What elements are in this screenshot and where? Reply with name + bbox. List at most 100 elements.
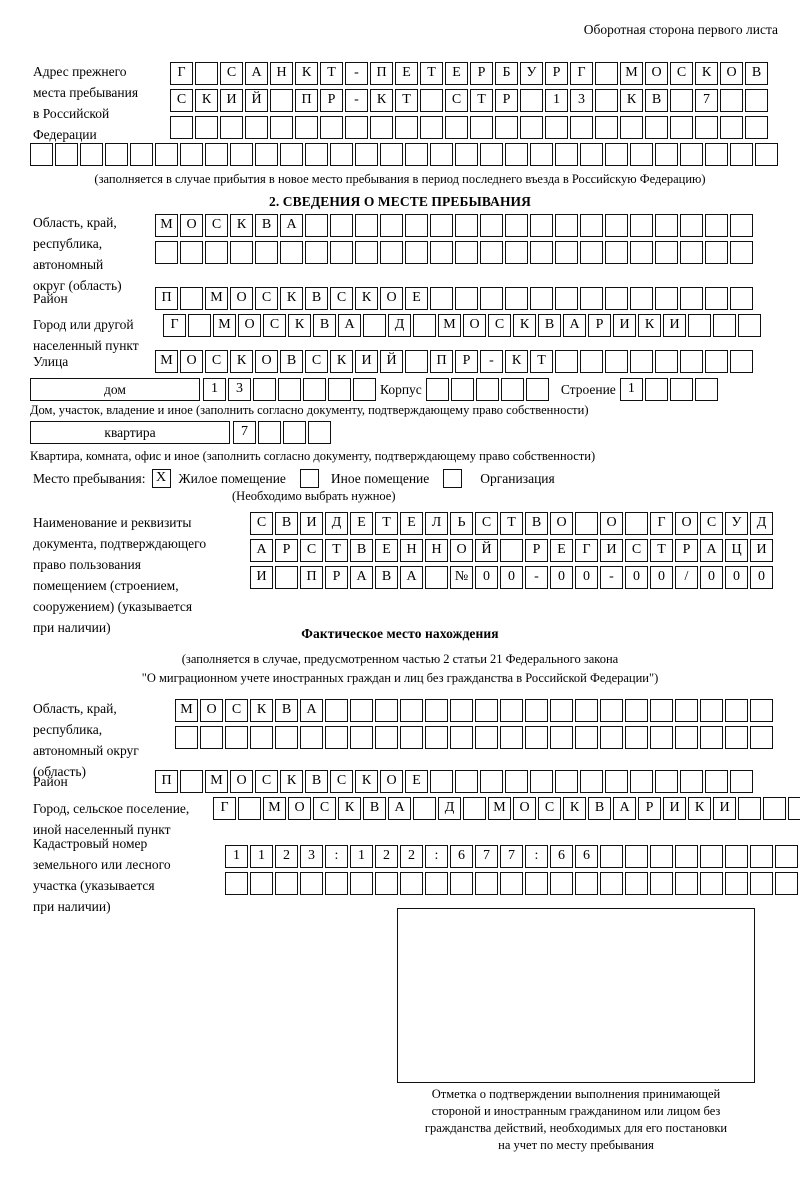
char-box[interactable]: И: [663, 314, 686, 337]
char-box[interactable]: [180, 287, 203, 310]
char-box[interactable]: [680, 214, 703, 237]
char-box[interactable]: [205, 241, 228, 264]
char-box[interactable]: Г: [170, 62, 193, 85]
char-box[interactable]: О: [675, 512, 698, 535]
char-box[interactable]: [750, 845, 773, 868]
char-box[interactable]: [280, 143, 303, 166]
char-box[interactable]: [170, 116, 193, 139]
char-box[interactable]: Е: [400, 512, 423, 535]
char-box[interactable]: К: [563, 797, 586, 820]
char-box[interactable]: И: [355, 350, 378, 373]
char-box[interactable]: К: [638, 314, 661, 337]
char-box[interactable]: [425, 566, 448, 589]
char-box[interactable]: [688, 314, 711, 337]
char-box[interactable]: [600, 699, 623, 722]
char-box[interactable]: С: [225, 699, 248, 722]
char-box[interactable]: В: [275, 699, 298, 722]
char-box[interactable]: [530, 214, 553, 237]
char-box[interactable]: [480, 287, 503, 310]
char-box[interactable]: [355, 143, 378, 166]
char-box[interactable]: Р: [320, 89, 343, 112]
char-box[interactable]: Т: [420, 62, 443, 85]
char-box[interactable]: [725, 726, 748, 749]
char-box[interactable]: П: [430, 350, 453, 373]
char-box[interactable]: [455, 241, 478, 264]
char-box[interactable]: Р: [588, 314, 611, 337]
char-box[interactable]: 1: [545, 89, 568, 112]
char-box[interactable]: [730, 350, 753, 373]
char-box[interactable]: [320, 116, 343, 139]
char-box[interactable]: М: [155, 350, 178, 373]
char-box[interactable]: [700, 726, 723, 749]
char-box[interactable]: [195, 62, 218, 85]
char-box[interactable]: :: [525, 845, 548, 868]
char-box[interactable]: [405, 350, 428, 373]
char-box[interactable]: [325, 872, 348, 895]
char-box[interactable]: 7: [475, 845, 498, 868]
char-box[interactable]: [180, 143, 203, 166]
char-box[interactable]: М: [155, 214, 178, 237]
char-box[interactable]: Н: [270, 62, 293, 85]
char-box[interactable]: В: [363, 797, 386, 820]
char-box[interactable]: А: [350, 566, 373, 589]
char-box[interactable]: [225, 872, 248, 895]
char-box[interactable]: [645, 116, 668, 139]
char-box[interactable]: [500, 539, 523, 562]
char-box[interactable]: Т: [320, 62, 343, 85]
char-box[interactable]: 0: [500, 566, 523, 589]
char-box[interactable]: 1: [619, 378, 643, 401]
char-box[interactable]: [328, 378, 351, 401]
char-box[interactable]: 0: [650, 566, 673, 589]
char-box[interactable]: [705, 770, 728, 793]
char-box[interactable]: [475, 726, 498, 749]
char-box[interactable]: [525, 699, 548, 722]
char-box[interactable]: Р: [675, 539, 698, 562]
char-box[interactable]: С: [313, 797, 336, 820]
char-box[interactable]: 1: [225, 845, 248, 868]
char-box[interactable]: [270, 116, 293, 139]
char-box[interactable]: А: [700, 539, 723, 562]
char-box[interactable]: В: [350, 539, 373, 562]
char-box[interactable]: 3: [300, 845, 323, 868]
char-box[interactable]: А: [388, 797, 411, 820]
char-box[interactable]: [283, 421, 306, 444]
char-box[interactable]: 0: [625, 566, 648, 589]
char-box[interactable]: [30, 143, 53, 166]
char-box[interactable]: [730, 241, 753, 264]
char-box[interactable]: :: [425, 845, 448, 868]
char-box[interactable]: 7: [500, 845, 523, 868]
char-box[interactable]: -: [345, 62, 368, 85]
char-box[interactable]: [680, 241, 703, 264]
char-box[interactable]: [463, 797, 486, 820]
char-box[interactable]: К: [195, 89, 218, 112]
char-box[interactable]: Е: [395, 62, 418, 85]
char-box[interactable]: Л: [425, 512, 448, 535]
char-box[interactable]: [545, 116, 568, 139]
char-box[interactable]: Й: [380, 350, 403, 373]
char-box[interactable]: [530, 241, 553, 264]
char-box[interactable]: К: [620, 89, 643, 112]
char-box[interactable]: [720, 116, 743, 139]
char-box[interactable]: [475, 872, 498, 895]
char-box[interactable]: К: [338, 797, 361, 820]
char-box[interactable]: [295, 116, 318, 139]
char-box[interactable]: [580, 770, 603, 793]
char-box[interactable]: [180, 241, 203, 264]
actual-region-row-2[interactable]: [175, 726, 775, 749]
char-box[interactable]: О: [380, 287, 403, 310]
char-box[interactable]: К: [295, 62, 318, 85]
char-box[interactable]: [375, 726, 398, 749]
char-box[interactable]: [505, 770, 528, 793]
korpus-boxes[interactable]: [425, 378, 551, 401]
char-box[interactable]: [308, 421, 331, 444]
char-box[interactable]: [325, 726, 348, 749]
char-box[interactable]: [480, 770, 503, 793]
char-box[interactable]: [300, 726, 323, 749]
char-box[interactable]: 2: [275, 845, 298, 868]
char-box[interactable]: [625, 726, 648, 749]
char-box[interactable]: [605, 214, 628, 237]
